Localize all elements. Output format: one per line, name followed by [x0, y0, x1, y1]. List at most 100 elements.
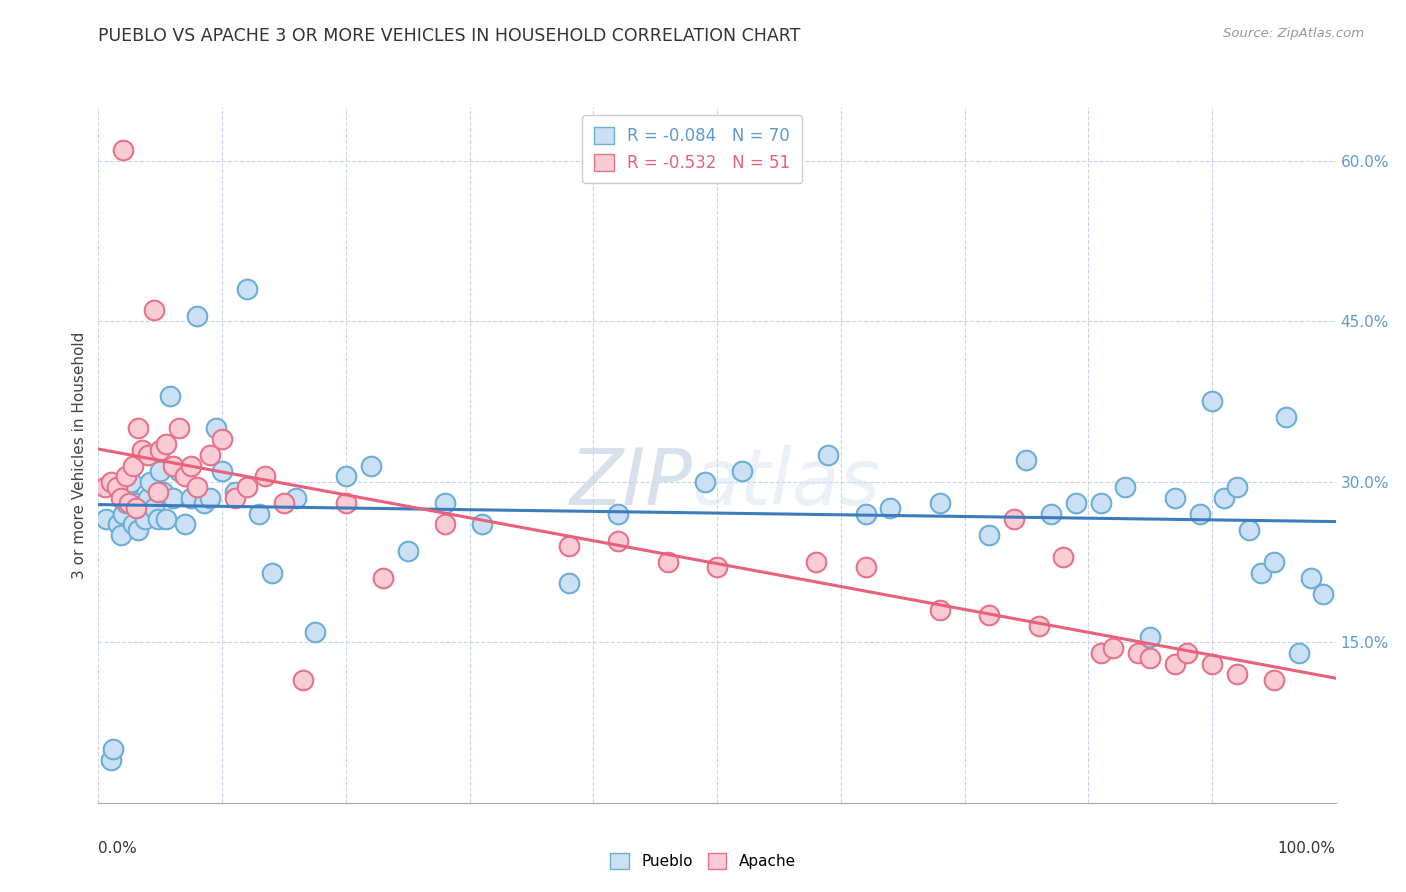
Point	[557, 539, 579, 553]
Point	[335, 496, 357, 510]
Point	[146, 512, 169, 526]
Point	[131, 442, 153, 457]
Point	[1002, 512, 1025, 526]
Point	[186, 309, 208, 323]
Point	[1175, 646, 1198, 660]
Point	[360, 458, 382, 473]
Point	[1040, 507, 1063, 521]
Legend: R = -0.084   N = 70, R = -0.532   N = 51: R = -0.084 N = 70, R = -0.532 N = 51	[582, 115, 803, 184]
Point	[1090, 496, 1112, 510]
Point	[879, 501, 901, 516]
Point	[143, 501, 166, 516]
Point	[100, 475, 122, 489]
Point	[167, 464, 190, 478]
Point	[607, 507, 630, 521]
Point	[304, 624, 326, 639]
Point	[193, 496, 215, 510]
Point	[1015, 453, 1038, 467]
Point	[180, 491, 202, 505]
Text: ZIP: ZIP	[569, 445, 692, 521]
Point	[1263, 673, 1285, 687]
Point	[1288, 646, 1310, 660]
Point	[118, 496, 141, 510]
Point	[607, 533, 630, 548]
Point	[928, 603, 950, 617]
Point	[1275, 410, 1298, 425]
Point	[159, 389, 181, 403]
Y-axis label: 3 or more Vehicles in Household: 3 or more Vehicles in Household	[72, 331, 87, 579]
Point	[1126, 646, 1149, 660]
Point	[1250, 566, 1272, 580]
Point	[146, 485, 169, 500]
Point	[112, 143, 135, 157]
Point	[107, 517, 129, 532]
Point	[396, 544, 419, 558]
Point	[260, 566, 283, 580]
Point	[136, 491, 159, 505]
Point	[1201, 657, 1223, 671]
Point	[1064, 496, 1087, 510]
Point	[205, 421, 228, 435]
Point	[273, 496, 295, 510]
Point	[127, 421, 149, 435]
Point	[557, 576, 579, 591]
Point	[224, 491, 246, 505]
Point	[122, 517, 145, 532]
Point	[1164, 657, 1187, 671]
Point	[1102, 640, 1125, 655]
Point	[167, 421, 190, 435]
Point	[1164, 491, 1187, 505]
Point	[198, 491, 221, 505]
Point	[155, 437, 177, 451]
Point	[247, 507, 270, 521]
Point	[928, 496, 950, 510]
Point	[117, 480, 139, 494]
Point	[110, 491, 132, 505]
Point	[1028, 619, 1050, 633]
Point	[174, 517, 197, 532]
Point	[657, 555, 679, 569]
Legend: Pueblo, Apache: Pueblo, Apache	[605, 847, 801, 875]
Point	[731, 464, 754, 478]
Point	[471, 517, 494, 532]
Point	[1052, 549, 1074, 564]
Point	[122, 458, 145, 473]
Point	[1299, 571, 1322, 585]
Point	[706, 560, 728, 574]
Point	[433, 496, 456, 510]
Point	[134, 512, 156, 526]
Point	[174, 469, 197, 483]
Point	[120, 475, 142, 489]
Point	[155, 512, 177, 526]
Point	[143, 303, 166, 318]
Point	[236, 282, 259, 296]
Point	[1213, 491, 1236, 505]
Point	[855, 507, 877, 521]
Point	[1114, 480, 1136, 494]
Point	[291, 673, 314, 687]
Point	[1090, 646, 1112, 660]
Point	[1201, 394, 1223, 409]
Point	[114, 496, 136, 510]
Point	[211, 464, 233, 478]
Text: atlas: atlas	[692, 445, 880, 521]
Point	[1263, 555, 1285, 569]
Point	[1139, 651, 1161, 665]
Point	[254, 469, 277, 483]
Point	[371, 571, 394, 585]
Point	[1237, 523, 1260, 537]
Point	[236, 480, 259, 494]
Point	[186, 480, 208, 494]
Point	[93, 480, 115, 494]
Point	[804, 555, 827, 569]
Point	[1312, 587, 1334, 601]
Point	[103, 742, 125, 756]
Point	[211, 432, 233, 446]
Point	[817, 448, 839, 462]
Point	[136, 448, 159, 462]
Point	[127, 523, 149, 537]
Point	[94, 512, 117, 526]
Point	[180, 458, 202, 473]
Point	[152, 485, 174, 500]
Point	[100, 753, 122, 767]
